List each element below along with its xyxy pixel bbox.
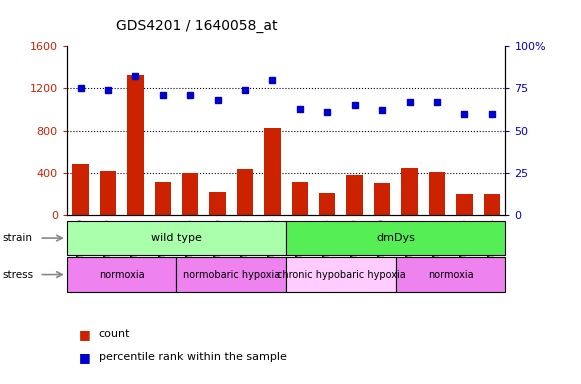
- Bar: [483, 194, 500, 215]
- Text: normoxia: normoxia: [428, 270, 474, 280]
- Text: count: count: [99, 329, 130, 339]
- Text: GDS4201 / 1640058_at: GDS4201 / 1640058_at: [116, 19, 278, 33]
- Text: percentile rank within the sample: percentile rank within the sample: [99, 352, 286, 362]
- Text: wild type: wild type: [151, 233, 202, 243]
- Bar: [319, 193, 335, 215]
- Bar: [67, 257, 177, 292]
- Bar: [346, 175, 363, 215]
- Text: normobaric hypoxia: normobaric hypoxia: [182, 270, 280, 280]
- Bar: [456, 194, 472, 215]
- Text: ■: ■: [78, 328, 90, 341]
- Bar: [182, 173, 198, 215]
- Bar: [396, 257, 505, 292]
- Bar: [286, 221, 505, 255]
- Bar: [286, 257, 396, 292]
- Bar: [374, 184, 390, 215]
- Bar: [67, 221, 286, 255]
- Bar: [209, 192, 226, 215]
- Bar: [401, 167, 418, 215]
- Bar: [100, 171, 116, 215]
- Text: strain: strain: [3, 233, 33, 243]
- Bar: [292, 182, 308, 215]
- Text: stress: stress: [3, 270, 34, 280]
- Bar: [237, 169, 253, 215]
- Bar: [72, 164, 89, 215]
- Bar: [429, 172, 445, 215]
- Bar: [127, 74, 144, 215]
- Text: normoxia: normoxia: [99, 270, 145, 280]
- Bar: [155, 182, 171, 215]
- Bar: [177, 257, 286, 292]
- Bar: [264, 128, 281, 215]
- Text: chronic hypobaric hypoxia: chronic hypobaric hypoxia: [277, 270, 406, 280]
- Text: ■: ■: [78, 351, 90, 364]
- Text: dmDys: dmDys: [376, 233, 415, 243]
